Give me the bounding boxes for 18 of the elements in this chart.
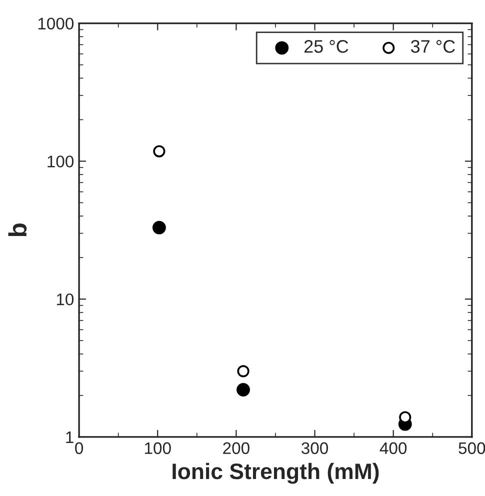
x-tick-label: 300	[302, 442, 328, 454]
y-tick-label: 10	[56, 293, 74, 306]
y-tick-label: 1000	[38, 18, 74, 30]
x-tick-label: 100	[144, 442, 171, 454]
legend-label: 25 °C	[304, 40, 348, 53]
x-tick-label: 400	[380, 442, 407, 454]
x-axis-title: Ionic Strength (mM)	[172, 462, 379, 484]
point	[236, 383, 250, 396]
y-tick-label: 100	[48, 156, 74, 168]
x-tick-label: 0	[75, 442, 84, 454]
point	[152, 220, 166, 234]
y-axis-title: b	[8, 224, 27, 236]
legend-label: 37 °C	[410, 40, 455, 53]
point	[237, 365, 250, 378]
point	[153, 145, 166, 158]
y-tick-label: 1	[66, 432, 74, 444]
x-tick-label: 200	[223, 442, 250, 454]
x-tick-label: 500	[458, 442, 485, 454]
